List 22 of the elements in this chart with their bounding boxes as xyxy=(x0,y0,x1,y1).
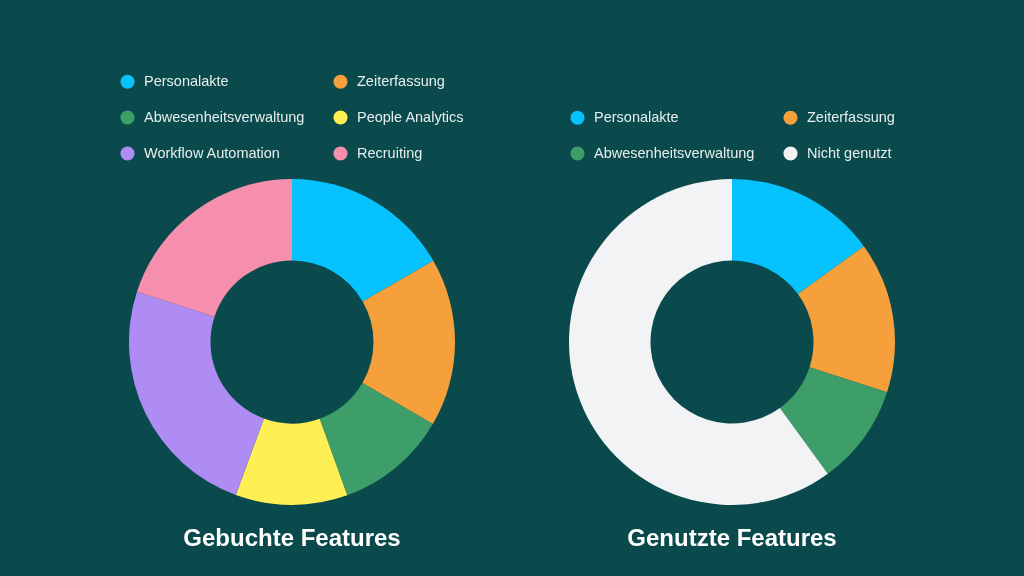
legend-label: Zeiterfassung xyxy=(357,72,445,89)
legend-label: Abwesenheitsverwaltung xyxy=(144,108,305,125)
donut-slice xyxy=(136,179,292,317)
donut-slice xyxy=(292,179,434,302)
donut-slice xyxy=(779,367,888,474)
legend-label: Abwesenheitsverwaltung xyxy=(594,144,755,161)
legend-label: Personalakte xyxy=(144,72,229,89)
donut-slice xyxy=(732,179,864,295)
donut-slice xyxy=(362,260,455,425)
text: Gebuchte Features xyxy=(183,524,401,551)
donut-slice xyxy=(319,383,433,496)
legend-label: Personalakte xyxy=(594,108,679,125)
legend-label: People Analytics xyxy=(357,108,464,125)
legend-label: Nicht genutzt xyxy=(807,144,892,161)
legend-label: Recruiting xyxy=(357,144,423,161)
donut-slice xyxy=(797,246,895,393)
donut-slice xyxy=(235,418,348,505)
text: Genutzte Features xyxy=(627,524,837,551)
legend-label: Workflow Automation xyxy=(144,144,280,161)
donut-slice xyxy=(569,179,828,505)
legend-label: Zeiterfassung xyxy=(807,108,895,125)
donut-slice xyxy=(129,291,264,496)
